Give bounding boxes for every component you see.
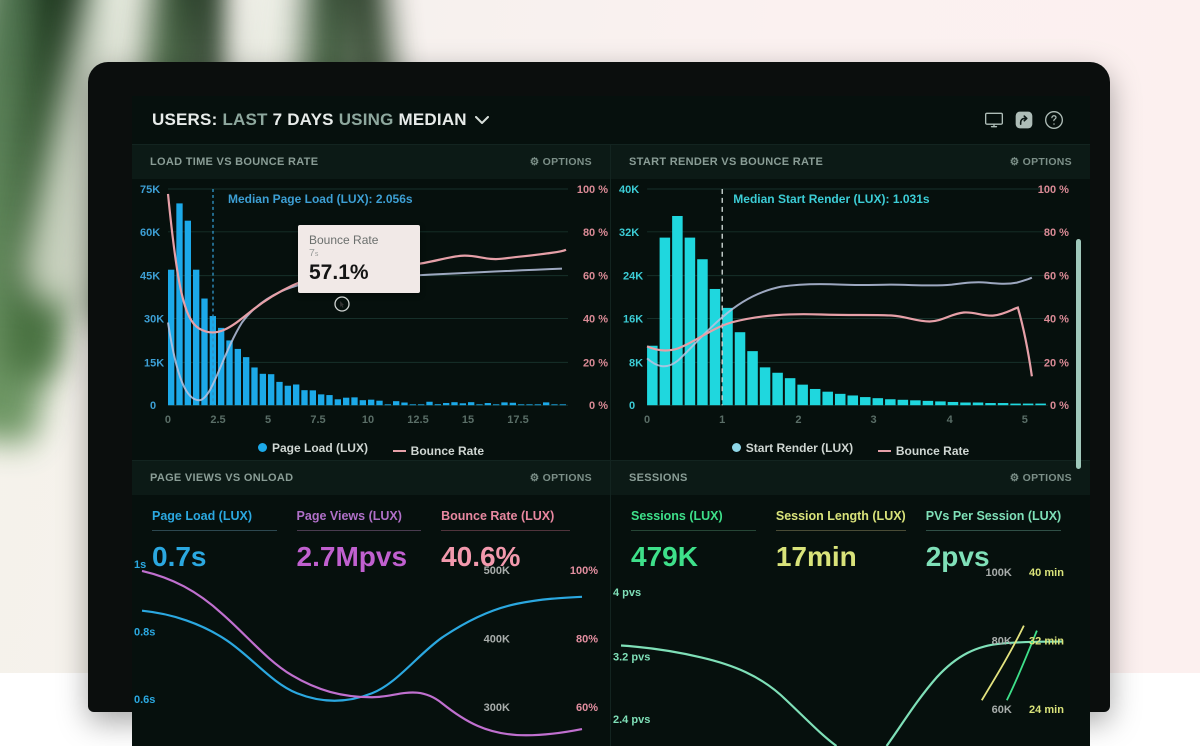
svg-text:4: 4 [947,414,954,426]
svg-text:0 %: 0 % [1050,400,1069,412]
svg-text:0: 0 [629,400,635,412]
svg-text:Median Page Load (LUX): 2.056s: Median Page Load (LUX): 2.056s [228,192,413,206]
svg-text:100 %: 100 % [577,184,608,196]
svg-text:24 min: 24 min [1029,704,1064,716]
svg-text:20 %: 20 % [1044,357,1069,369]
svg-text:75K: 75K [140,184,160,196]
svg-text:45K: 45K [140,271,160,283]
svg-text:300K: 300K [484,702,510,714]
svg-text:0.6s: 0.6s [134,694,155,706]
svg-text:8K: 8K [629,357,643,369]
svg-text:400K: 400K [484,634,510,646]
svg-text:10: 10 [362,414,374,426]
svg-text:40 min: 40 min [1029,567,1064,579]
svg-text:2.4 pvs: 2.4 pvs [613,714,650,726]
svg-text:60%: 60% [576,702,598,714]
svg-text:40 %: 40 % [583,314,608,326]
svg-text:1: 1 [719,414,725,426]
svg-text:15K: 15K [144,357,164,369]
svg-text:80%: 80% [576,634,598,646]
svg-text:100K: 100K [986,567,1012,579]
svg-text:12.5: 12.5 [407,414,428,426]
svg-text:60K: 60K [992,704,1012,716]
svg-text:500K: 500K [484,565,510,577]
svg-text:32 min: 32 min [1029,636,1064,648]
svg-text:0: 0 [150,400,156,412]
svg-text:80 %: 80 % [1044,227,1069,239]
svg-text:15: 15 [462,414,474,426]
svg-text:5: 5 [265,414,271,426]
svg-text:80K: 80K [992,636,1012,648]
svg-text:0: 0 [165,414,171,426]
svg-text:60 %: 60 % [1044,271,1069,283]
svg-text:0 %: 0 % [589,400,608,412]
svg-text:Median Start Render (LUX): 1.0: Median Start Render (LUX): 1.031s [733,192,930,206]
svg-text:7.5: 7.5 [310,414,325,426]
svg-text:40K: 40K [619,184,639,196]
svg-text:20 %: 20 % [583,357,608,369]
svg-text:1s: 1s [134,559,146,571]
svg-text:2: 2 [795,414,801,426]
svg-text:40 %: 40 % [1044,314,1069,326]
svg-text:3: 3 [870,414,876,426]
svg-text:80 %: 80 % [583,227,608,239]
svg-text:0: 0 [644,414,650,426]
svg-text:4 pvs: 4 pvs [613,587,641,599]
svg-text:60 %: 60 % [583,271,608,283]
svg-text:16K: 16K [623,314,643,326]
svg-text:24K: 24K [623,271,643,283]
svg-text:30K: 30K [144,314,164,326]
svg-text:2.5: 2.5 [210,414,225,426]
svg-text:60K: 60K [140,227,160,239]
svg-text:0.8s: 0.8s [134,627,155,639]
svg-text:32K: 32K [619,227,639,239]
svg-text:17.5: 17.5 [507,414,528,426]
svg-text:3.2 pvs: 3.2 pvs [613,651,650,663]
svg-text:100%: 100% [570,565,598,577]
svg-text:100 %: 100 % [1038,184,1069,196]
svg-text:5: 5 [1022,414,1028,426]
